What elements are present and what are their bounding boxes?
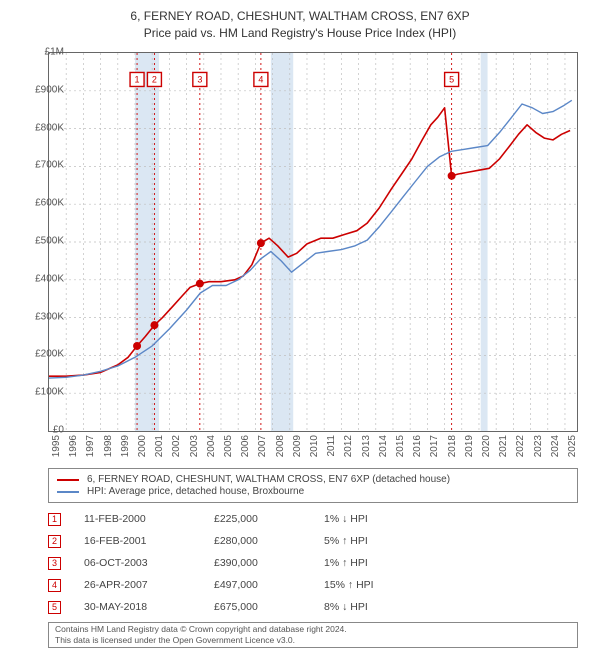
- y-tick-label: £900K: [14, 84, 64, 95]
- x-tick-label: 2023: [533, 435, 544, 457]
- footer-box: Contains HM Land Registry data © Crown c…: [48, 622, 578, 648]
- title-line2: Price paid vs. HM Land Registry's House …: [0, 25, 600, 42]
- x-tick-label: 2000: [137, 435, 148, 457]
- event-date: 11-FEB-2000: [84, 513, 214, 525]
- x-tick-label: 2006: [240, 435, 251, 457]
- svg-text:1: 1: [135, 74, 140, 84]
- svg-text:4: 4: [258, 74, 263, 84]
- y-tick-label: £700K: [14, 160, 64, 171]
- legend-row-1: HPI: Average price, detached house, Brox…: [57, 486, 569, 497]
- event-row: 5 30-MAY-2018£675,0008% ↓ HPI: [48, 596, 578, 618]
- x-tick-label: 2010: [309, 435, 320, 457]
- x-tick-label: 2013: [361, 435, 372, 457]
- event-marker-icon: 2: [48, 535, 61, 548]
- svg-text:5: 5: [449, 74, 454, 84]
- event-date: 06-OCT-2003: [84, 557, 214, 569]
- x-tick-label: 1995: [51, 435, 62, 457]
- event-price: £497,000: [214, 579, 324, 591]
- chart-plot-area: 1 2 3 4 5: [48, 52, 578, 432]
- x-tick-label: 2018: [447, 435, 458, 457]
- x-tick-label: 2001: [154, 435, 165, 457]
- legend-row-0: 6, FERNEY ROAD, CHESHUNT, WALTHAM CROSS,…: [57, 474, 569, 485]
- title-block: 6, FERNEY ROAD, CHESHUNT, WALTHAM CROSS,…: [0, 0, 600, 42]
- x-tick-label: 2002: [171, 435, 182, 457]
- x-tick-label: 2014: [378, 435, 389, 457]
- x-tick-label: 1998: [103, 435, 114, 457]
- event-price: £675,000: [214, 601, 324, 613]
- event-delta: 1% ↓ HPI: [324, 513, 434, 525]
- x-tick-label: 1996: [68, 435, 79, 457]
- event-row: 4 26-APR-2007£497,00015% ↑ HPI: [48, 574, 578, 596]
- x-tick-label: 2004: [206, 435, 217, 457]
- event-delta: 5% ↑ HPI: [324, 535, 434, 547]
- svg-text:3: 3: [197, 74, 202, 84]
- x-tick-label: 2017: [429, 435, 440, 457]
- legend-label-1: HPI: Average price, detached house, Brox…: [87, 486, 304, 497]
- x-tick-label: 2021: [498, 435, 509, 457]
- y-tick-label: £500K: [14, 236, 64, 247]
- x-tick-label: 1999: [120, 435, 131, 457]
- chart-container: 6, FERNEY ROAD, CHESHUNT, WALTHAM CROSS,…: [0, 0, 600, 650]
- event-marker-icon: 1: [48, 513, 61, 526]
- legend-box: 6, FERNEY ROAD, CHESHUNT, WALTHAM CROSS,…: [48, 468, 578, 503]
- event-delta: 1% ↑ HPI: [324, 557, 434, 569]
- x-tick-label: 2016: [412, 435, 423, 457]
- event-delta: 8% ↓ HPI: [324, 601, 434, 613]
- event-row: 1 11-FEB-2000£225,0001% ↓ HPI: [48, 508, 578, 530]
- event-price: £225,000: [214, 513, 324, 525]
- events-table: 1 11-FEB-2000£225,0001% ↓ HPI 2 16-FEB-2001…: [48, 508, 578, 618]
- y-tick-label: £300K: [14, 311, 64, 322]
- x-tick-label: 2025: [567, 435, 578, 457]
- y-tick-label: £400K: [14, 273, 64, 284]
- chart-svg: 1 2 3 4 5: [49, 53, 577, 431]
- event-date: 26-APR-2007: [84, 579, 214, 591]
- event-date: 30-MAY-2018: [84, 601, 214, 613]
- x-tick-label: 2009: [292, 435, 303, 457]
- x-tick-label: 2015: [395, 435, 406, 457]
- event-price: £280,000: [214, 535, 324, 547]
- event-row: 3 06-OCT-2003£390,0001% ↑ HPI: [48, 552, 578, 574]
- y-tick-label: £1M: [14, 47, 64, 58]
- y-tick-label: £600K: [14, 198, 64, 209]
- x-tick-label: 2020: [481, 435, 492, 457]
- x-tick-label: 2019: [464, 435, 475, 457]
- x-tick-label: 2005: [223, 435, 234, 457]
- event-row: 2 16-FEB-2001£280,0005% ↑ HPI: [48, 530, 578, 552]
- x-tick-label: 2003: [189, 435, 200, 457]
- event-marker-icon: 4: [48, 579, 61, 592]
- y-tick-label: £0: [14, 425, 64, 436]
- legend-label-0: 6, FERNEY ROAD, CHESHUNT, WALTHAM CROSS,…: [87, 474, 450, 485]
- event-marker-icon: 5: [48, 601, 61, 614]
- svg-text:2: 2: [152, 74, 157, 84]
- x-tick-label: 2024: [550, 435, 561, 457]
- x-tick-label: 2022: [515, 435, 526, 457]
- y-tick-label: £200K: [14, 349, 64, 360]
- x-tick-label: 2012: [343, 435, 354, 457]
- footer-line2: This data is licensed under the Open Gov…: [55, 635, 571, 646]
- legend-swatch-0: [57, 479, 79, 481]
- y-tick-label: £100K: [14, 387, 64, 398]
- x-tick-label: 2008: [275, 435, 286, 457]
- x-tick-label: 2007: [257, 435, 268, 457]
- event-marker-icon: 3: [48, 557, 61, 570]
- x-tick-label: 2011: [326, 435, 337, 457]
- footer-line1: Contains HM Land Registry data © Crown c…: [55, 624, 571, 635]
- x-tick-label: 1997: [85, 435, 96, 457]
- event-date: 16-FEB-2001: [84, 535, 214, 547]
- y-tick-label: £800K: [14, 122, 64, 133]
- event-price: £390,000: [214, 557, 324, 569]
- legend-swatch-1: [57, 491, 79, 493]
- event-delta: 15% ↑ HPI: [324, 579, 434, 591]
- title-line1: 6, FERNEY ROAD, CHESHUNT, WALTHAM CROSS,…: [0, 8, 600, 25]
